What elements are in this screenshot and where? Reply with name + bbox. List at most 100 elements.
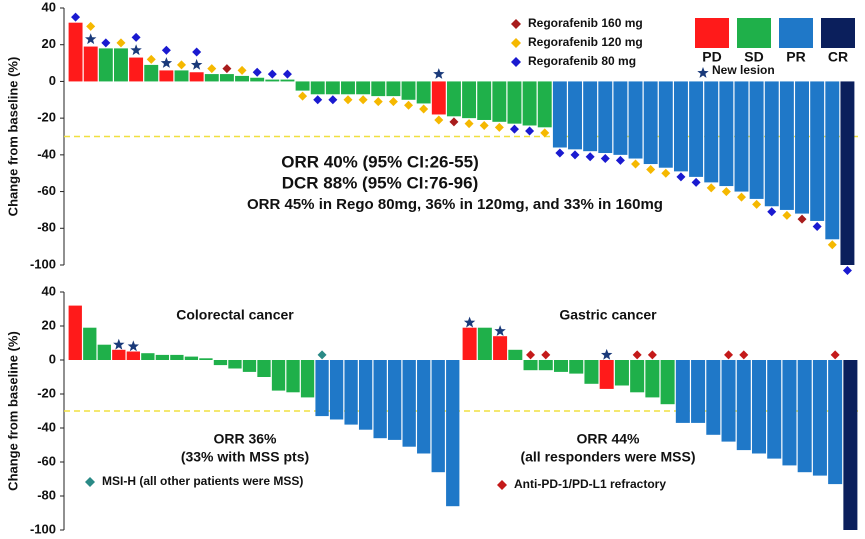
legend-label: PR [786, 49, 805, 65]
y-tick-label: -100 [30, 256, 56, 271]
bar [691, 360, 706, 423]
group-marker [541, 350, 551, 360]
legend-star [697, 67, 709, 78]
bar [523, 360, 538, 371]
group-annotation: ORR 44% [576, 431, 640, 447]
bar [795, 81, 809, 214]
dose-marker [691, 177, 701, 187]
bar [645, 360, 660, 398]
y-tick-label: -80 [37, 220, 56, 235]
bar [477, 327, 492, 360]
y-tick-label: -40 [37, 146, 56, 161]
bar [286, 360, 300, 393]
dose-marker [615, 155, 625, 165]
legend-swatch [695, 18, 729, 48]
y-tick-label: -20 [37, 385, 56, 400]
group-title: Colorectal cancer [176, 307, 294, 323]
dose-marker [782, 210, 792, 220]
dose-marker [842, 266, 852, 276]
dose-marker [661, 168, 671, 178]
bar [767, 360, 782, 459]
bar [825, 81, 840, 240]
dose-marker [449, 117, 459, 127]
bar [613, 81, 628, 155]
dose-marker [479, 120, 489, 130]
new-lesion-star [494, 325, 506, 336]
dose-marker [373, 97, 383, 107]
dose-marker [252, 67, 262, 77]
bar [310, 81, 325, 95]
y-tick-label: 0 [49, 351, 56, 366]
annotation: ORR 40% (95% CI:26-55) [281, 152, 478, 171]
bar [493, 336, 508, 360]
dose-marker [540, 128, 550, 138]
bar [764, 81, 779, 207]
y-tick-label: -60 [37, 183, 56, 198]
dose-marker [419, 104, 429, 114]
legend-swatch [779, 18, 813, 48]
bar [242, 360, 257, 372]
bar [734, 81, 749, 192]
bar [721, 360, 736, 442]
bar [840, 81, 855, 265]
bar [271, 360, 286, 391]
dose-marker [827, 240, 837, 250]
bar [184, 356, 199, 360]
dose-marker [358, 95, 368, 105]
bar [446, 81, 461, 117]
bar [325, 81, 340, 95]
bar [174, 70, 189, 82]
bar [386, 81, 401, 97]
bar [462, 81, 477, 119]
bar [219, 74, 234, 82]
bar [199, 358, 213, 360]
legend-label: Regorafenib 160 mg [528, 16, 643, 30]
dose-marker [464, 119, 474, 129]
dose-marker [71, 12, 81, 22]
group-marker [317, 350, 327, 360]
bar [673, 81, 688, 172]
legend-label: MSI-H (all other patients were MSS) [102, 474, 303, 488]
dose-marker [404, 100, 414, 110]
dose-marker [298, 91, 308, 101]
bar [477, 81, 492, 120]
dose-marker [509, 124, 519, 134]
legend-swatch [821, 18, 855, 48]
bar [257, 360, 271, 377]
bar [812, 360, 827, 476]
bar [112, 349, 126, 360]
bar [401, 81, 416, 100]
y-tick-label: 20 [42, 317, 56, 332]
bar [706, 360, 721, 435]
bar [373, 360, 387, 439]
bar [155, 354, 170, 360]
legend-swatch [737, 18, 771, 48]
dose-marker [767, 207, 777, 217]
bar [213, 360, 228, 366]
bar [83, 46, 98, 82]
y-tick-label: -40 [37, 419, 56, 434]
bar [83, 327, 97, 360]
bar [614, 360, 629, 386]
dose-marker [706, 183, 716, 193]
bar [704, 81, 719, 183]
dose-marker [434, 115, 444, 125]
bar [68, 22, 83, 82]
bar [431, 360, 445, 473]
bar [170, 354, 184, 360]
annotation: DCR 88% (95% CI:76-96) [282, 173, 479, 192]
y-tick-label: 40 [42, 0, 56, 14]
bar [843, 360, 858, 530]
y-tick-label: 0 [49, 73, 56, 88]
bar [630, 360, 645, 393]
bar [782, 360, 797, 466]
group-annotation: (all responders were MSS) [520, 449, 695, 465]
bar [250, 77, 265, 82]
dose-marker [282, 69, 292, 79]
bar [315, 360, 329, 417]
legend-marker [511, 57, 521, 67]
bar [522, 81, 537, 126]
new-lesion-star [113, 338, 125, 350]
dose-marker [237, 65, 247, 75]
